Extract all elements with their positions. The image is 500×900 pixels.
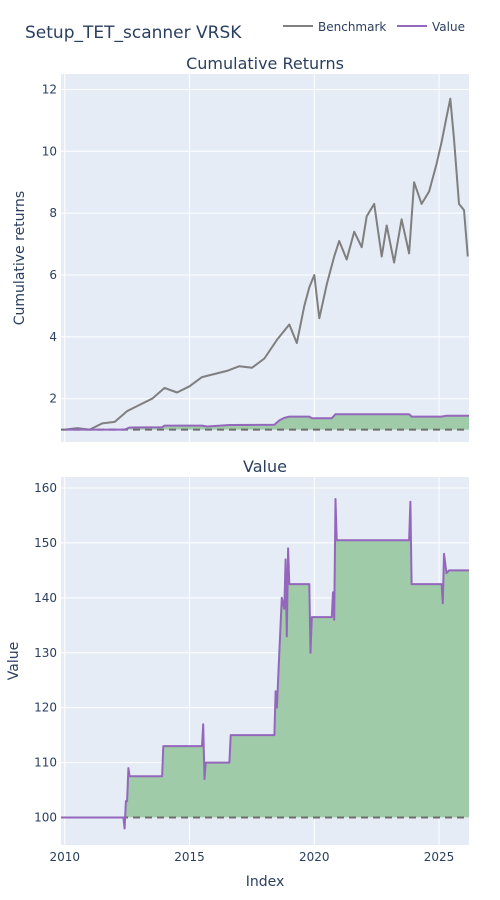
x-axis-label: Index [246,874,285,890]
y-axis-label: Cumulative returns [12,191,28,325]
y-tick-label: 6 [49,268,57,282]
y-tick-label: 12 [42,82,57,96]
legend[interactable]: Benchmark Value [283,20,465,34]
y-tick-label: 110 [34,756,57,770]
subplot-title: Value [243,457,287,476]
subplot-title: Cumulative Returns [186,54,344,73]
plot-area [61,74,469,442]
plot-content [61,498,469,830]
cumulative-returns-chart: 2 4 6 8 10 12 Cumulative Returns Cumulative ret… [12,54,469,442]
y-tick-label: 100 [34,811,57,825]
legend-value-label[interactable]: Value [432,20,465,34]
benchmark-series-line [64,97,469,431]
value-series-line [61,498,469,830]
y-tick-label: 10 [42,144,57,158]
y-tick-label: 8 [49,206,57,220]
y-tick-label: 150 [34,536,57,550]
value-fill-area [61,499,469,829]
y-tick-label: 130 [34,646,57,660]
plot-content [61,97,469,431]
x-tick-label: 2010 [49,850,80,864]
y-tick-label: 120 [34,701,57,715]
figure-title: Setup_TET_scanner VRSK [25,23,242,43]
y-tick-label: 160 [34,481,57,495]
legend-benchmark-label[interactable]: Benchmark [318,20,386,34]
x-tick-label: 2025 [424,850,455,864]
x-tick-label: 2015 [174,850,205,864]
x-tick-label: 2020 [299,850,330,864]
y-tick-label: 4 [49,330,57,344]
y-tick-label: 2 [49,392,57,406]
y-tick-label: 140 [34,591,57,605]
value-chart: 100 110 120 130 140 150 160 2010 2015 2020 2025 Val… [6,457,469,890]
y-axis-label: Value [6,642,22,680]
value-series-line [64,413,469,431]
